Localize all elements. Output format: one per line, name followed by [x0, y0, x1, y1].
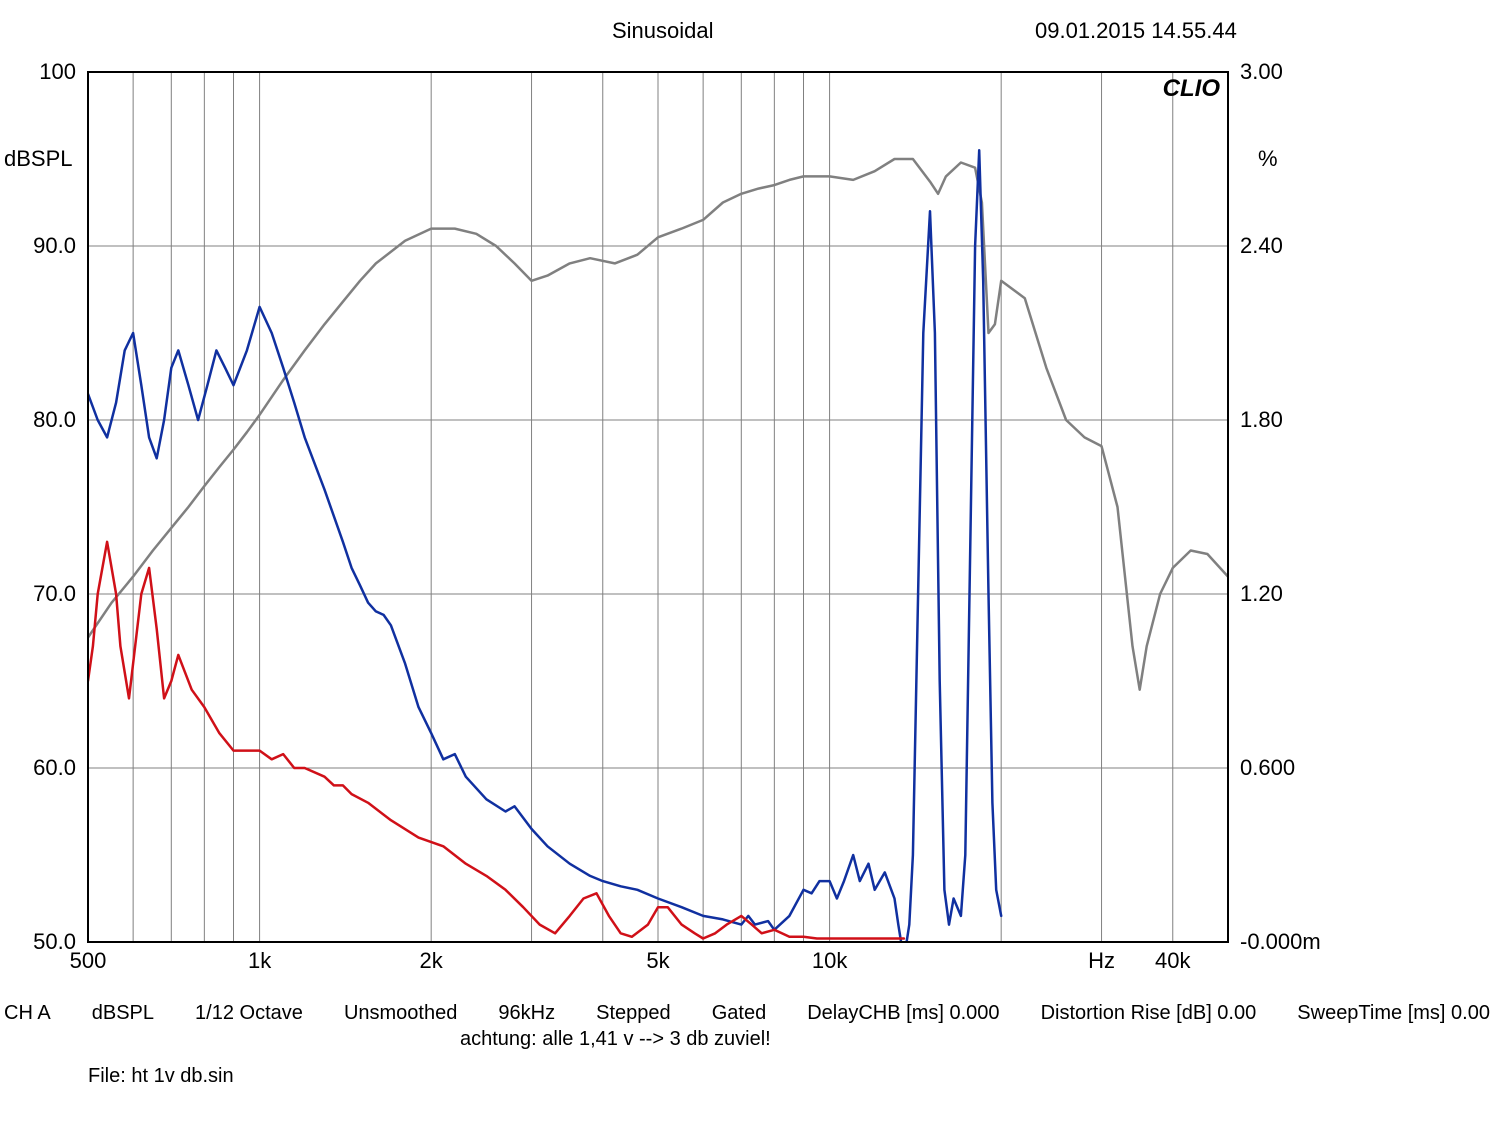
ytick-left: 80.0	[33, 407, 76, 432]
footer-setting-item: dBSPL	[92, 1002, 154, 1025]
watermark: CLIO	[1163, 75, 1221, 102]
xtick: 2k	[420, 948, 444, 973]
y-left-label: dBSPL	[4, 146, 73, 171]
footer-setting-item: CH A	[4, 1002, 51, 1025]
ytick-left: 100	[39, 59, 76, 84]
footer-settings: CH A dBSPL 1/12 Octave Unsmoothed 96kHz Stepp…	[0, 1002, 1500, 1025]
frequency-response-chart: 50.060.070.080.090.0100-0.000m0.6001.201…	[0, 0, 1500, 1121]
footer-setting-item: Gated	[712, 1002, 766, 1025]
ytick-right: 1.20	[1240, 581, 1283, 606]
footer-setting-item: SweepTime [ms] 0.00	[1297, 1002, 1490, 1025]
xtick: 1k	[248, 948, 272, 973]
footer-setting-item: DelayCHB [ms] 0.000	[807, 1002, 999, 1025]
xtick: 5k	[646, 948, 670, 973]
ytick-right: 1.80	[1240, 407, 1283, 432]
xtick: 500	[70, 948, 107, 973]
ytick-right: 0.600	[1240, 755, 1295, 780]
ytick-left: 60.0	[33, 755, 76, 780]
footer-setting-item: Stepped	[596, 1002, 671, 1025]
ytick-left: 70.0	[33, 581, 76, 606]
xtick: 10k	[812, 948, 848, 973]
x-unit-label: Hz	[1088, 948, 1115, 973]
ytick-right: -0.000m	[1240, 929, 1321, 954]
chart-title: Sinusoidal	[612, 18, 714, 44]
xtick: 40k	[1155, 948, 1191, 973]
ytick-right: 2.40	[1240, 233, 1283, 258]
y-right-label: %	[1258, 146, 1278, 171]
footer-setting-item: 96kHz	[498, 1002, 555, 1025]
footer-setting-item: Unsmoothed	[344, 1002, 457, 1025]
footer-setting-item: Distortion Rise [dB] 0.00	[1041, 1002, 1257, 1025]
ytick-left: 90.0	[33, 233, 76, 258]
ytick-right: 3.00	[1240, 59, 1283, 84]
footer-note: achtung: alle 1,41 v --> 3 db zuviel!	[460, 1028, 771, 1051]
footer-filename: File: ht 1v db.sin	[88, 1065, 234, 1088]
chart-timestamp: 09.01.2015 14.55.44	[1035, 18, 1237, 44]
footer-setting-item: 1/12 Octave	[195, 1002, 303, 1025]
